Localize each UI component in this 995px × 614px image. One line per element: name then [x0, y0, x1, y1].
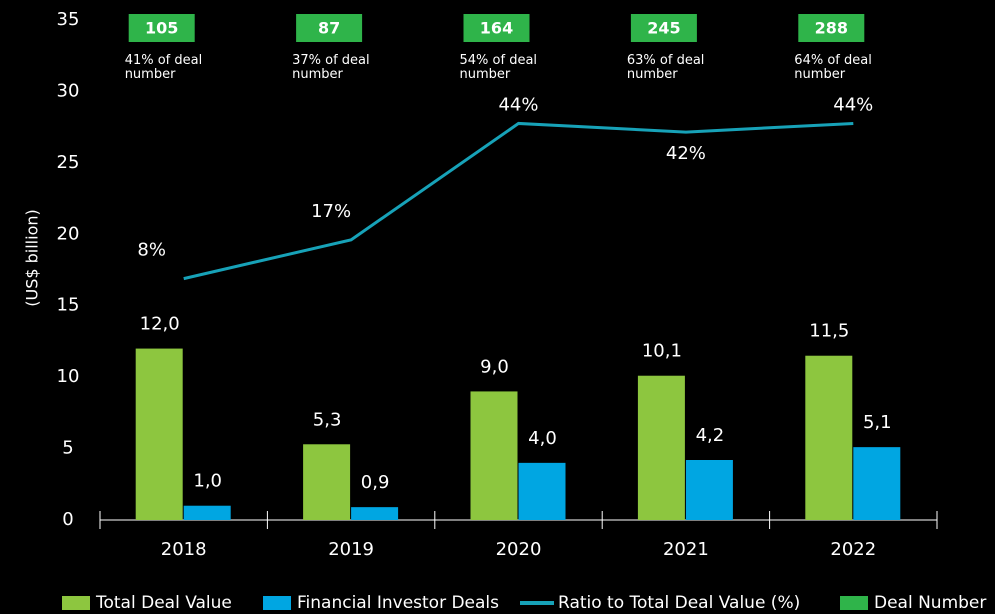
- deal-number-box: [630, 14, 697, 42]
- bar-value-label: 10,1: [642, 341, 682, 362]
- legend-swatch: [840, 596, 868, 610]
- deal-number-box: [128, 14, 195, 42]
- bar: [637, 375, 685, 520]
- y-tick-label: 35: [57, 9, 80, 30]
- bar-value-label: 4,0: [528, 428, 557, 449]
- y-tick-label: 20: [57, 223, 80, 244]
- deal-number-box: [463, 14, 530, 42]
- deal-number-label: 105: [145, 19, 178, 38]
- bar-value-label: 1,0: [193, 471, 222, 492]
- deal-note: 37% of deal number: [292, 53, 370, 82]
- bar-value-label: 0,9: [361, 472, 390, 493]
- y-tick-label: 0: [62, 509, 73, 530]
- deal-note: 64% of deal number: [794, 53, 872, 82]
- line-value-label: 17%: [311, 201, 351, 222]
- y-axis-label: (US$ billion): [23, 209, 42, 306]
- x-tick-label: 2020: [496, 539, 542, 560]
- legend-label: Ratio to Total Deal Value (%): [558, 593, 800, 613]
- deal-number-label: 87: [318, 19, 340, 38]
- bar-value-label: 9,0: [480, 356, 509, 377]
- bar: [135, 348, 183, 520]
- bar-value-label: 4,2: [696, 425, 725, 446]
- deal-note: 63% of deal number: [626, 53, 705, 82]
- y-tick-label: 5: [62, 438, 73, 459]
- x-tick-label: 2019: [328, 539, 374, 560]
- y-tick-label: 25: [57, 152, 80, 173]
- line-value-label: 42%: [666, 143, 706, 164]
- y-tick-label: 10: [57, 366, 80, 387]
- legend-label: Financial Investor Deals: [297, 593, 499, 613]
- bar: [805, 355, 853, 520]
- deal-number-label: 164: [480, 19, 513, 38]
- y-tick-label: 15: [57, 295, 80, 316]
- line-value-label: 8%: [137, 240, 166, 261]
- legend-swatch: [62, 596, 90, 610]
- bar: [853, 447, 901, 520]
- legend-label: Total Deal Value: [95, 593, 232, 613]
- bar: [470, 391, 518, 520]
- line-value-label: 44%: [833, 94, 873, 115]
- bar: [685, 460, 733, 520]
- bar-value-label: 5,1: [863, 412, 892, 433]
- x-tick-label: 2021: [663, 539, 709, 560]
- y-tick-label: 30: [57, 80, 80, 101]
- line: [183, 121, 854, 281]
- bar: [183, 505, 231, 520]
- deal-number-box: [798, 14, 865, 42]
- bar: [303, 444, 351, 520]
- deal-number-label: 245: [647, 19, 680, 38]
- x-tick-label: 2022: [830, 539, 876, 560]
- deal-number-box: [296, 14, 363, 42]
- line-value-label: 44%: [498, 94, 538, 115]
- deal-note: 41% of deal number: [124, 53, 203, 82]
- bar: [351, 507, 399, 520]
- bar: [518, 462, 566, 520]
- x-tick-label: 2018: [161, 539, 207, 560]
- legend-label: Deal Number: [874, 593, 986, 613]
- legend-swatch: [263, 596, 291, 610]
- bar-value-label: 5,3: [313, 409, 342, 430]
- deal-note: 54% of deal number: [459, 53, 538, 82]
- deal-number-label: 288: [815, 19, 848, 38]
- bar-value-label: 11,5: [809, 321, 849, 342]
- bar-value-label: 12,0: [140, 314, 180, 335]
